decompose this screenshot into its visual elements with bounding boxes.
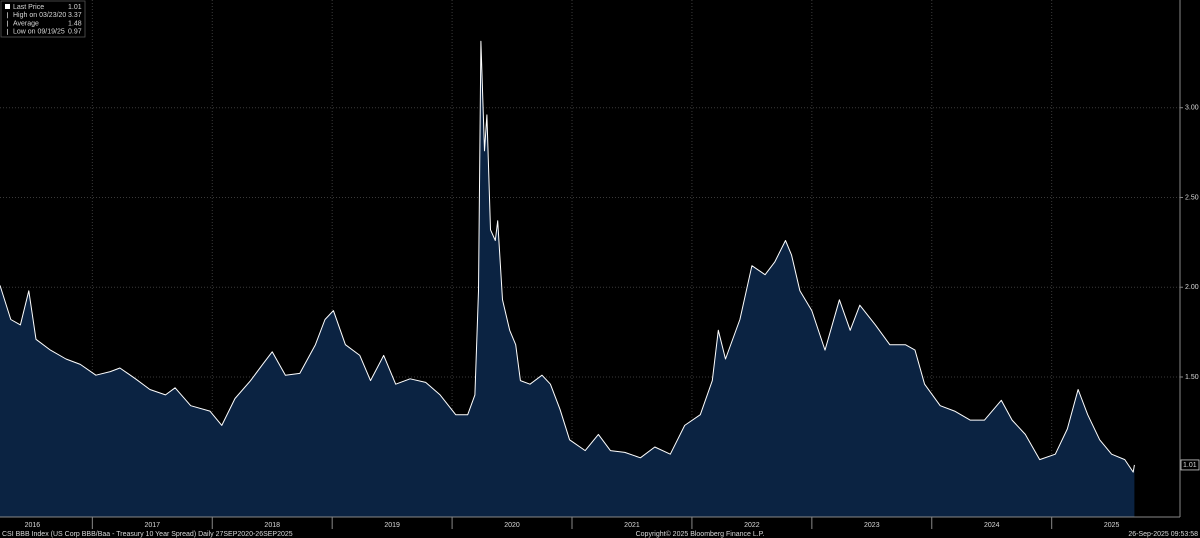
x-tick-label: 2021 bbox=[624, 522, 640, 529]
y-tick-label: 3.00 bbox=[1185, 105, 1199, 112]
legend-label: Average bbox=[13, 20, 39, 27]
x-tick-label: 2025 bbox=[1104, 522, 1120, 529]
legend-label: Last Price bbox=[13, 4, 44, 11]
x-tick-label: 2022 bbox=[744, 522, 760, 529]
legend-label: High on 03/23/20 bbox=[13, 12, 66, 19]
legend-value: 0.97 bbox=[68, 29, 82, 36]
y-tick-label: 2.00 bbox=[1185, 284, 1199, 291]
legend-value: 3.37 bbox=[68, 12, 82, 19]
x-tick-label: 2023 bbox=[864, 522, 880, 529]
footer-source: CSI BBB Index (US Corp BBB/Baa - Treasur… bbox=[2, 531, 293, 538]
line bbox=[0, 40, 1135, 473]
legend-swatch bbox=[5, 4, 10, 9]
x-tick-label: 2024 bbox=[984, 522, 1000, 529]
last-price-tag bbox=[1180, 459, 1200, 471]
footer-timestamp: 26-Sep-2025 09:53:58 bbox=[1128, 531, 1198, 538]
x-tick-label: 2019 bbox=[384, 522, 400, 529]
legend-label: Low on 09/19/25 bbox=[13, 29, 65, 36]
x-tick-label: 2018 bbox=[264, 522, 280, 529]
x-tick-label: 2020 bbox=[504, 522, 520, 529]
legend-box bbox=[0, 0, 86, 38]
y-tick-label: 2.50 bbox=[1185, 194, 1199, 201]
last-price-label: 1.01 bbox=[1183, 462, 1197, 469]
x-tick-label: 2017 bbox=[145, 522, 161, 529]
legend-value: 1.48 bbox=[68, 20, 82, 27]
area bbox=[0, 41, 1135, 518]
y-tick-label: 1.50 bbox=[1185, 374, 1199, 381]
footer-copyright: Copyright© 2025 Bloomberg Finance L.P. bbox=[636, 530, 765, 538]
x-tick-label: 2016 bbox=[25, 522, 41, 529]
legend-value: 1.01 bbox=[68, 4, 82, 11]
